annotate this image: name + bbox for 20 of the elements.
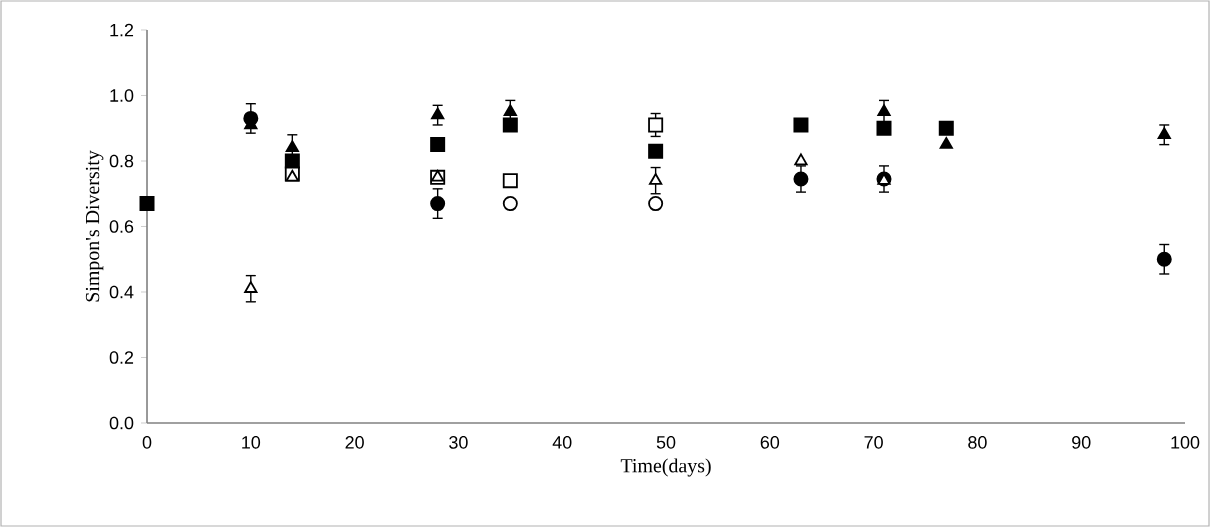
x-tick-label: 100 — [1171, 436, 1200, 449]
y-tick-label: 0.4 — [109, 285, 134, 299]
x-tick-label: 90 — [1072, 436, 1091, 449]
y-tick-label: 1.2 — [110, 23, 134, 37]
y-tick-label: 0.0 — [109, 416, 134, 430]
y-tick-label: 0.8 — [109, 154, 134, 168]
x-tick-label: 60 — [760, 436, 780, 449]
x-axis-title: Time(days) — [620, 458, 711, 477]
y-tick-label: 1.0 — [110, 89, 134, 102]
x-tick-label: 80 — [968, 436, 987, 449]
x-tick-label: 70 — [864, 436, 883, 449]
x-tick-label: 0 — [142, 436, 152, 449]
x-tick-label: 40 — [552, 436, 572, 449]
x-tick-label: 10 — [242, 436, 261, 449]
y-tick-label: 0.2 — [109, 351, 134, 364]
y-tick-label: 0.6 — [109, 220, 134, 233]
y-axis-title: Simpon's Diversity — [85, 150, 104, 302]
x-tick-label: 30 — [449, 436, 468, 449]
x-tick-label: 50 — [656, 436, 676, 449]
x-tick-label: 20 — [345, 436, 364, 449]
